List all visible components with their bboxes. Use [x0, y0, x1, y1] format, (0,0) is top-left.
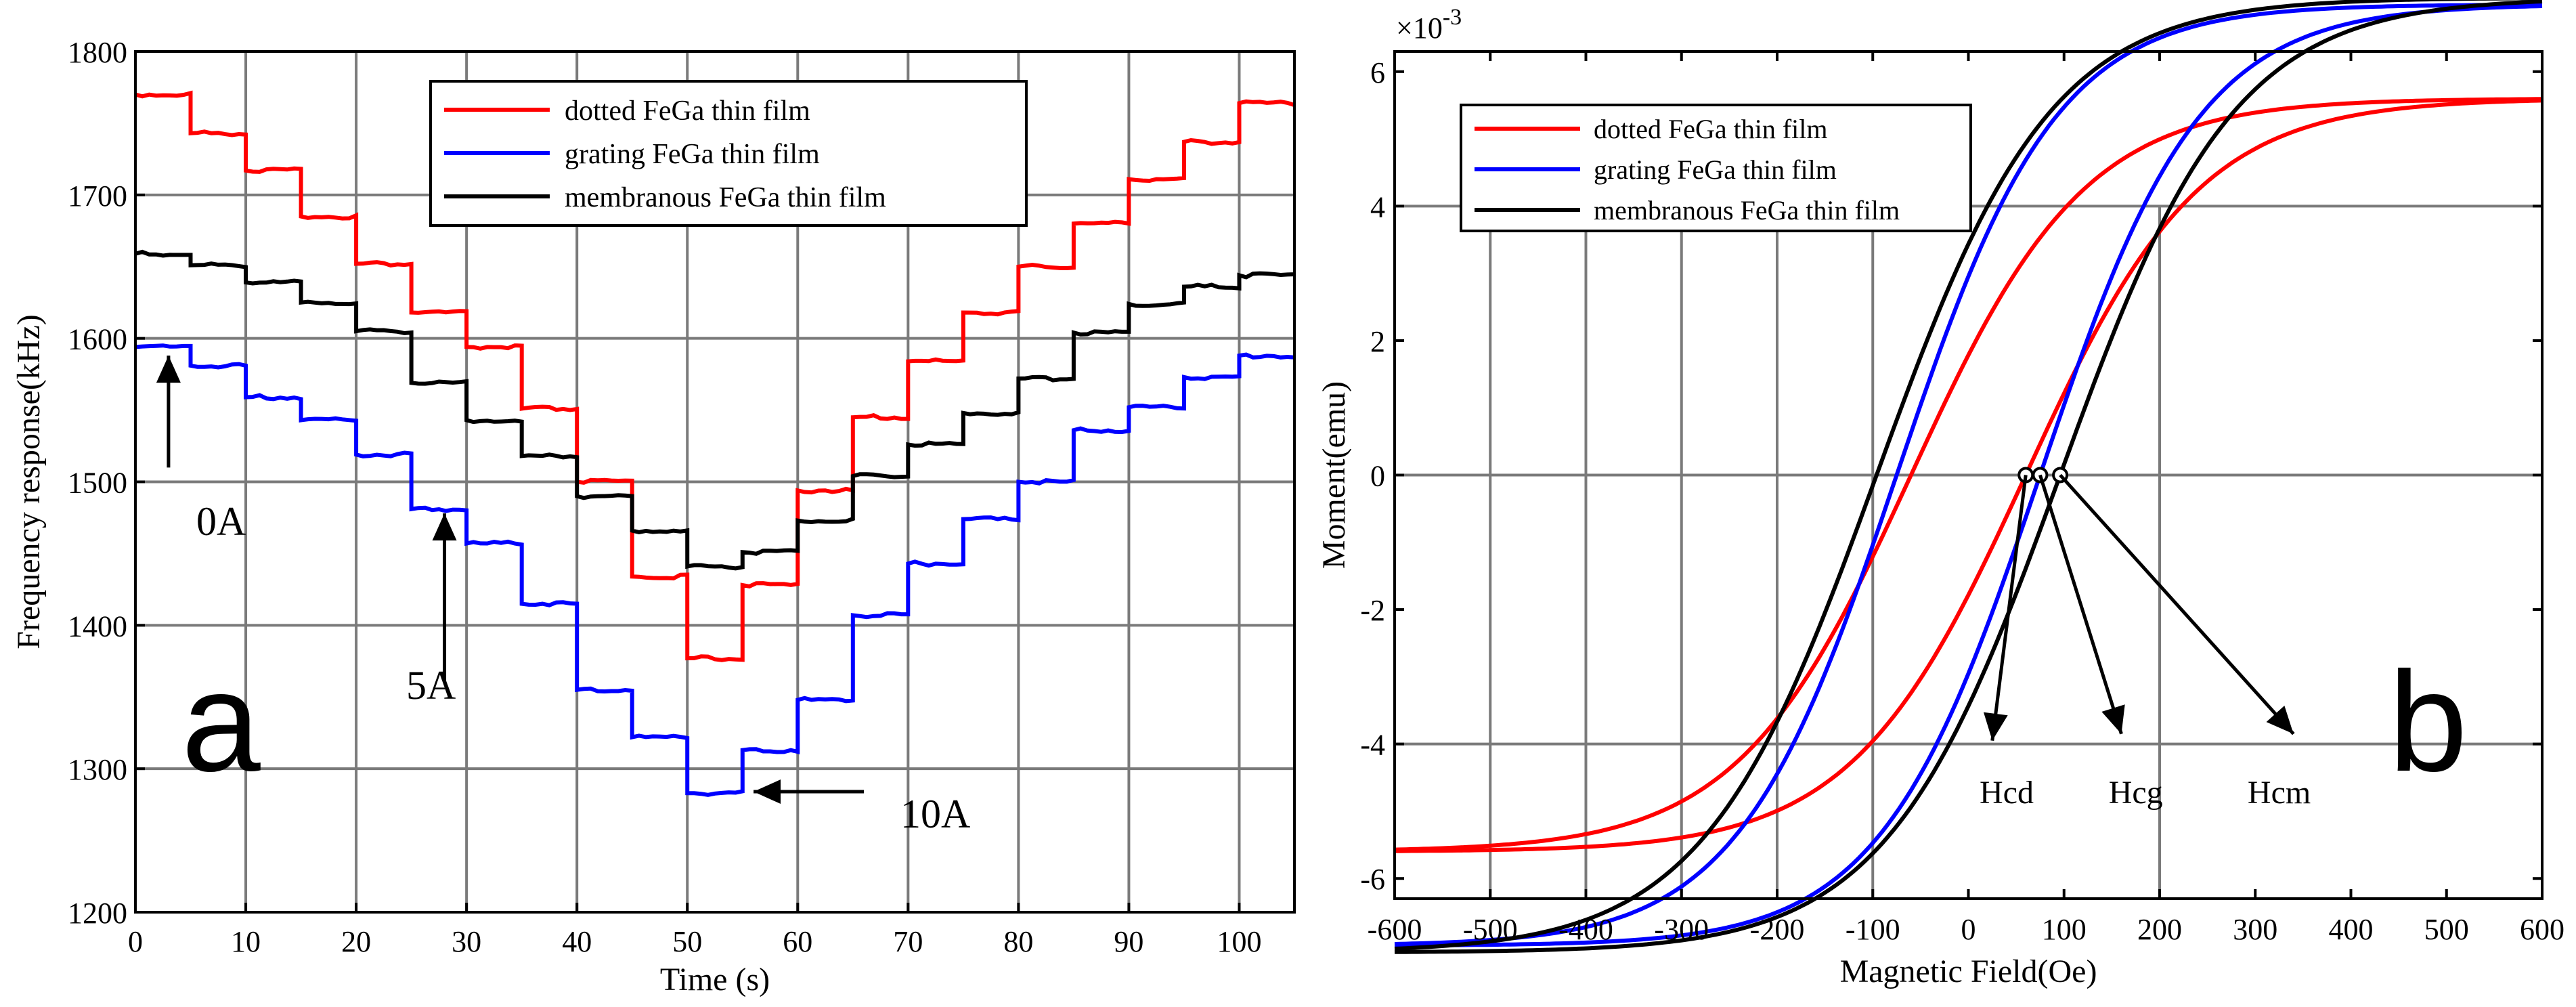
panel-b-ytick-label: 2 [1370, 325, 1385, 358]
panel-b-coercivity-label: Hcm [2248, 775, 2311, 811]
panel-a-series-line [135, 90, 1295, 662]
panel-a-ytick-label: 1600 [68, 323, 127, 356]
panel-b-xtick-label: -200 [1750, 913, 1805, 946]
panel-b-y-multiplier-exponent: -3 [1443, 5, 1462, 30]
panel-b-xtick-label: -400 [1558, 913, 1613, 946]
panel-a-series-line [135, 343, 1295, 797]
panel-a-xtick-label: 90 [1114, 925, 1143, 958]
panel-b-xtick-label: 100 [2042, 913, 2087, 946]
panel-b-xtick-label: 0 [1961, 913, 1976, 946]
panel-a-xtick-label: 0 [128, 925, 143, 958]
panel-a-xtick-label: 60 [783, 925, 812, 958]
panel-b-coercivity-label: Hcd [1980, 775, 2034, 811]
panel-a-xtick-label: 40 [562, 925, 592, 958]
panel-a-xtick-label: 10 [231, 925, 261, 958]
panel-b-y-multiplier: ×10-3 [1396, 5, 1462, 45]
panel-a-letter: a [181, 642, 261, 801]
panel-b-series-ascending [1394, 0, 2543, 954]
panel-b-xtick-label: -100 [1846, 913, 1900, 946]
panel-a-legend-label: grating FeGa thin film [565, 139, 820, 170]
panel-a: 0 10 20 30 40 50 60 70 80 90 100 1200 1300 1400 1500 16… [11, 36, 1296, 998]
panel-b-y-multiplier-base: ×10 [1396, 12, 1443, 45]
panel-b-ytick-label: -2 [1360, 594, 1385, 627]
panel-b-series-descending [1394, 0, 2543, 951]
panel-a-ytick-label: 1700 [68, 179, 127, 213]
panel-a-legend-label: membranous FeGa thin film [565, 182, 886, 213]
panel-b-letter: b [2388, 642, 2468, 801]
panel-a-arrow-5a-head [432, 513, 457, 541]
panel-b-ytick-label: 6 [1370, 56, 1385, 89]
panel-b-xtick-label: -300 [1654, 913, 1709, 946]
panel-b-arrow-hcg [2038, 474, 2123, 735]
panel-b: Hcd Hcg Hcm -600 -500 -400 -300 -200 -100 0 100 200… [1316, 0, 2564, 989]
panel-a-annotation-5a: 5A [406, 663, 456, 708]
panel-b-series-ascending [1394, 4, 2543, 948]
panel-a-annotation-0a: 0A [196, 499, 246, 544]
panel-b-xtick-label: 500 [2424, 913, 2469, 946]
panel-a-ytick-label: 1500 [68, 467, 127, 500]
panel-b-series-descending [1394, 2, 2543, 946]
panel-a-ytick-label: 1200 [68, 897, 127, 930]
panel-a-xtick-label: 100 [1217, 925, 1261, 958]
panel-a-xtick-label: 20 [341, 925, 371, 958]
panel-b-xtick-label: 200 [2137, 913, 2182, 946]
panel-b-xtick-label: 600 [2520, 913, 2564, 946]
panel-b-xtick-label: 400 [2329, 913, 2374, 946]
panel-b-series-ascending [1395, 98, 2543, 853]
panel-a-arrow-0a-head [156, 356, 181, 383]
panel-a-ylabel: Frequency response(kHz) [11, 314, 47, 649]
panel-a-ytick-label: 1400 [68, 609, 127, 643]
panel-a-ytick-label: 1800 [68, 36, 127, 69]
panel-b-arrow-hcm [2059, 473, 2295, 735]
panel-b-arrow-hcd [1990, 475, 2028, 741]
panel-a-xtick-label: 50 [672, 925, 702, 958]
panel-a-ytick-label: 1300 [68, 753, 127, 786]
panel-b-xlabel: Magnetic Field(Oe) [1840, 954, 2097, 989]
panel-b-series-descending [1394, 97, 2542, 852]
panel-b-legend-label: grating FeGa thin film [1594, 154, 1837, 185]
panel-a-xtick-label: 80 [1003, 925, 1033, 958]
panel-b-xtick-label: -500 [1463, 913, 1518, 946]
panel-b-ylabel: Moment(emu) [1316, 381, 1352, 569]
panel-b-xtick-label: 300 [2233, 913, 2277, 946]
panel-b-legend-label: membranous FeGa thin film [1594, 195, 1900, 226]
panel-b-arrow-hcg-head [2101, 704, 2125, 734]
panel-a-annotation-10a: 10A [900, 792, 970, 836]
panel-b-ytick-label: -4 [1360, 729, 1385, 762]
panel-a-legend-label: dotted FeGa thin film [565, 95, 810, 127]
panel-b-ytick-label: -6 [1360, 863, 1385, 896]
panel-a-series-line [135, 249, 1295, 571]
panel-b-coercivity-label: Hcg [2109, 775, 2163, 811]
panel-b-arrow-hcd-head [1983, 712, 2008, 741]
panel-b-xtick-label: -600 [1368, 913, 1422, 946]
panel-a-xlabel: Time (s) [660, 962, 770, 998]
panel-b-arrow-hcm-head [2266, 705, 2294, 734]
panel-b-legend-label: dotted FeGa thin film [1594, 114, 1828, 144]
panel-a-xtick-label: 30 [452, 925, 481, 958]
panel-a-xtick-label: 70 [893, 925, 923, 958]
panel-a-arrow-10a-head [754, 779, 781, 805]
panel-b-ytick-label: 0 [1370, 460, 1385, 493]
panel-b-ytick-label: 4 [1370, 190, 1385, 223]
